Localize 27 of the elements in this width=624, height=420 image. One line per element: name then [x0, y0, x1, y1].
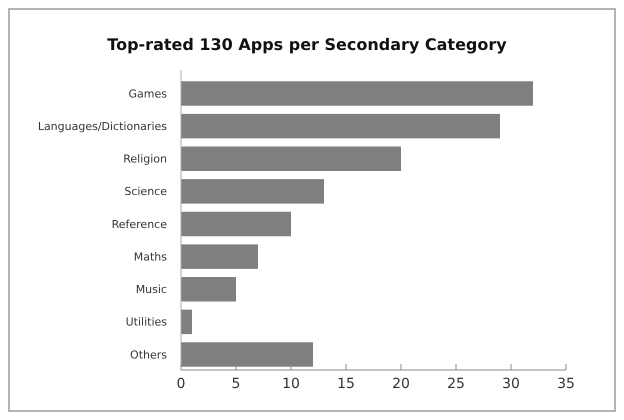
bar: [181, 277, 236, 302]
x-tick-label: 5: [232, 376, 240, 392]
y-tick-label: Religion: [123, 152, 168, 166]
y-tick-label: Others: [130, 348, 168, 362]
bar: [181, 179, 324, 204]
bar: [181, 146, 401, 171]
x-tick-label: 15: [337, 376, 355, 392]
bar: [181, 212, 291, 236]
y-tick-label: Languages/Dictionaries: [38, 120, 168, 133]
bar: [181, 81, 533, 106]
chart-title: Top-rated 130 Apps per Secondary Category: [107, 35, 508, 54]
y-tick-label: Maths: [134, 250, 168, 264]
bar: [181, 310, 192, 334]
y-tick-label: Games: [128, 87, 168, 100]
bar: [181, 342, 313, 367]
bar: [181, 244, 258, 269]
x-tick-label: 25: [447, 376, 465, 392]
x-tick-label: 35: [557, 376, 575, 392]
bar: [181, 114, 500, 138]
y-tick-label: Science: [124, 185, 168, 198]
y-tick-label: Utilities: [126, 316, 168, 329]
y-tick-label: Reference: [112, 218, 168, 231]
x-tick-label: 10: [282, 376, 300, 392]
y-tick-label: Music: [136, 283, 167, 296]
x-tick-label: 30: [502, 376, 520, 392]
x-tick-label: 0: [176, 376, 186, 392]
x-tick-label: 20: [392, 376, 410, 392]
